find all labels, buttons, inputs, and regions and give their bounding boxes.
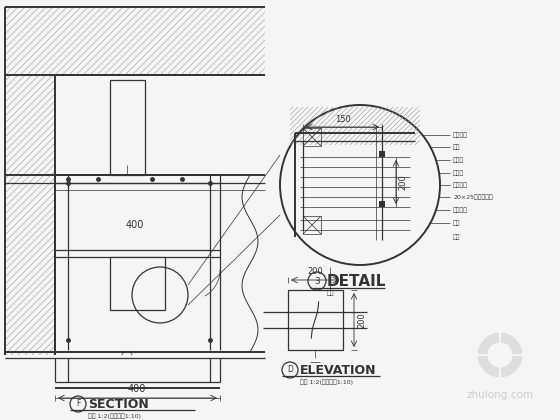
Text: 连结板: 连结板	[453, 157, 464, 163]
Text: F: F	[76, 399, 80, 409]
Text: 镀铬铁管: 镀铬铁管	[453, 207, 468, 213]
Text: 铁骨材: 铁骨材	[453, 170, 464, 176]
Text: zhulong.com: zhulong.com	[466, 390, 534, 400]
Bar	[5, 7, 265, 75]
Bar	[303, 216, 321, 234]
Text: 龙骨: 龙骨	[453, 234, 460, 240]
Text: 比例 1:2(图纸比例1:10): 比例 1:2(图纸比例1:10)	[88, 413, 141, 419]
Text: 3: 3	[314, 276, 320, 286]
Text: ELEVATION: ELEVATION	[300, 363, 376, 376]
Circle shape	[280, 105, 440, 265]
Text: 400: 400	[128, 384, 146, 394]
Bar	[5, 7, 265, 75]
Text: 抽屉铁片: 抽屉铁片	[453, 182, 468, 188]
Text: 镀铬铁管: 镀铬铁管	[453, 132, 468, 138]
Wedge shape	[478, 333, 499, 354]
Wedge shape	[501, 356, 522, 377]
Text: DETAIL: DETAIL	[327, 273, 386, 289]
Text: 大样: 大样	[327, 290, 334, 296]
Wedge shape	[501, 333, 522, 354]
Bar	[303, 128, 321, 146]
Bar	[379, 201, 385, 207]
Text: 比例 1:2(图纸比例1:10): 比例 1:2(图纸比例1:10)	[300, 379, 353, 385]
Bar	[288, 290, 343, 350]
Text: 20×25木基层龙骨: 20×25木基层龙骨	[453, 194, 493, 200]
Text: SECTION: SECTION	[88, 397, 149, 410]
Bar	[110, 257, 165, 310]
Text: 200: 200	[357, 312, 366, 328]
Text: 200: 200	[398, 174, 407, 190]
Text: 龙骨: 龙骨	[453, 220, 460, 226]
Text: 龙骨: 龙骨	[453, 144, 460, 150]
Text: 400: 400	[126, 220, 144, 230]
Text: 150: 150	[335, 115, 351, 124]
Text: 200: 200	[307, 267, 323, 276]
Bar	[110, 80, 145, 175]
Text: D: D	[287, 365, 293, 375]
Bar	[5, 75, 55, 355]
Bar	[379, 151, 385, 157]
Wedge shape	[478, 356, 499, 377]
Bar	[122, 164, 132, 172]
